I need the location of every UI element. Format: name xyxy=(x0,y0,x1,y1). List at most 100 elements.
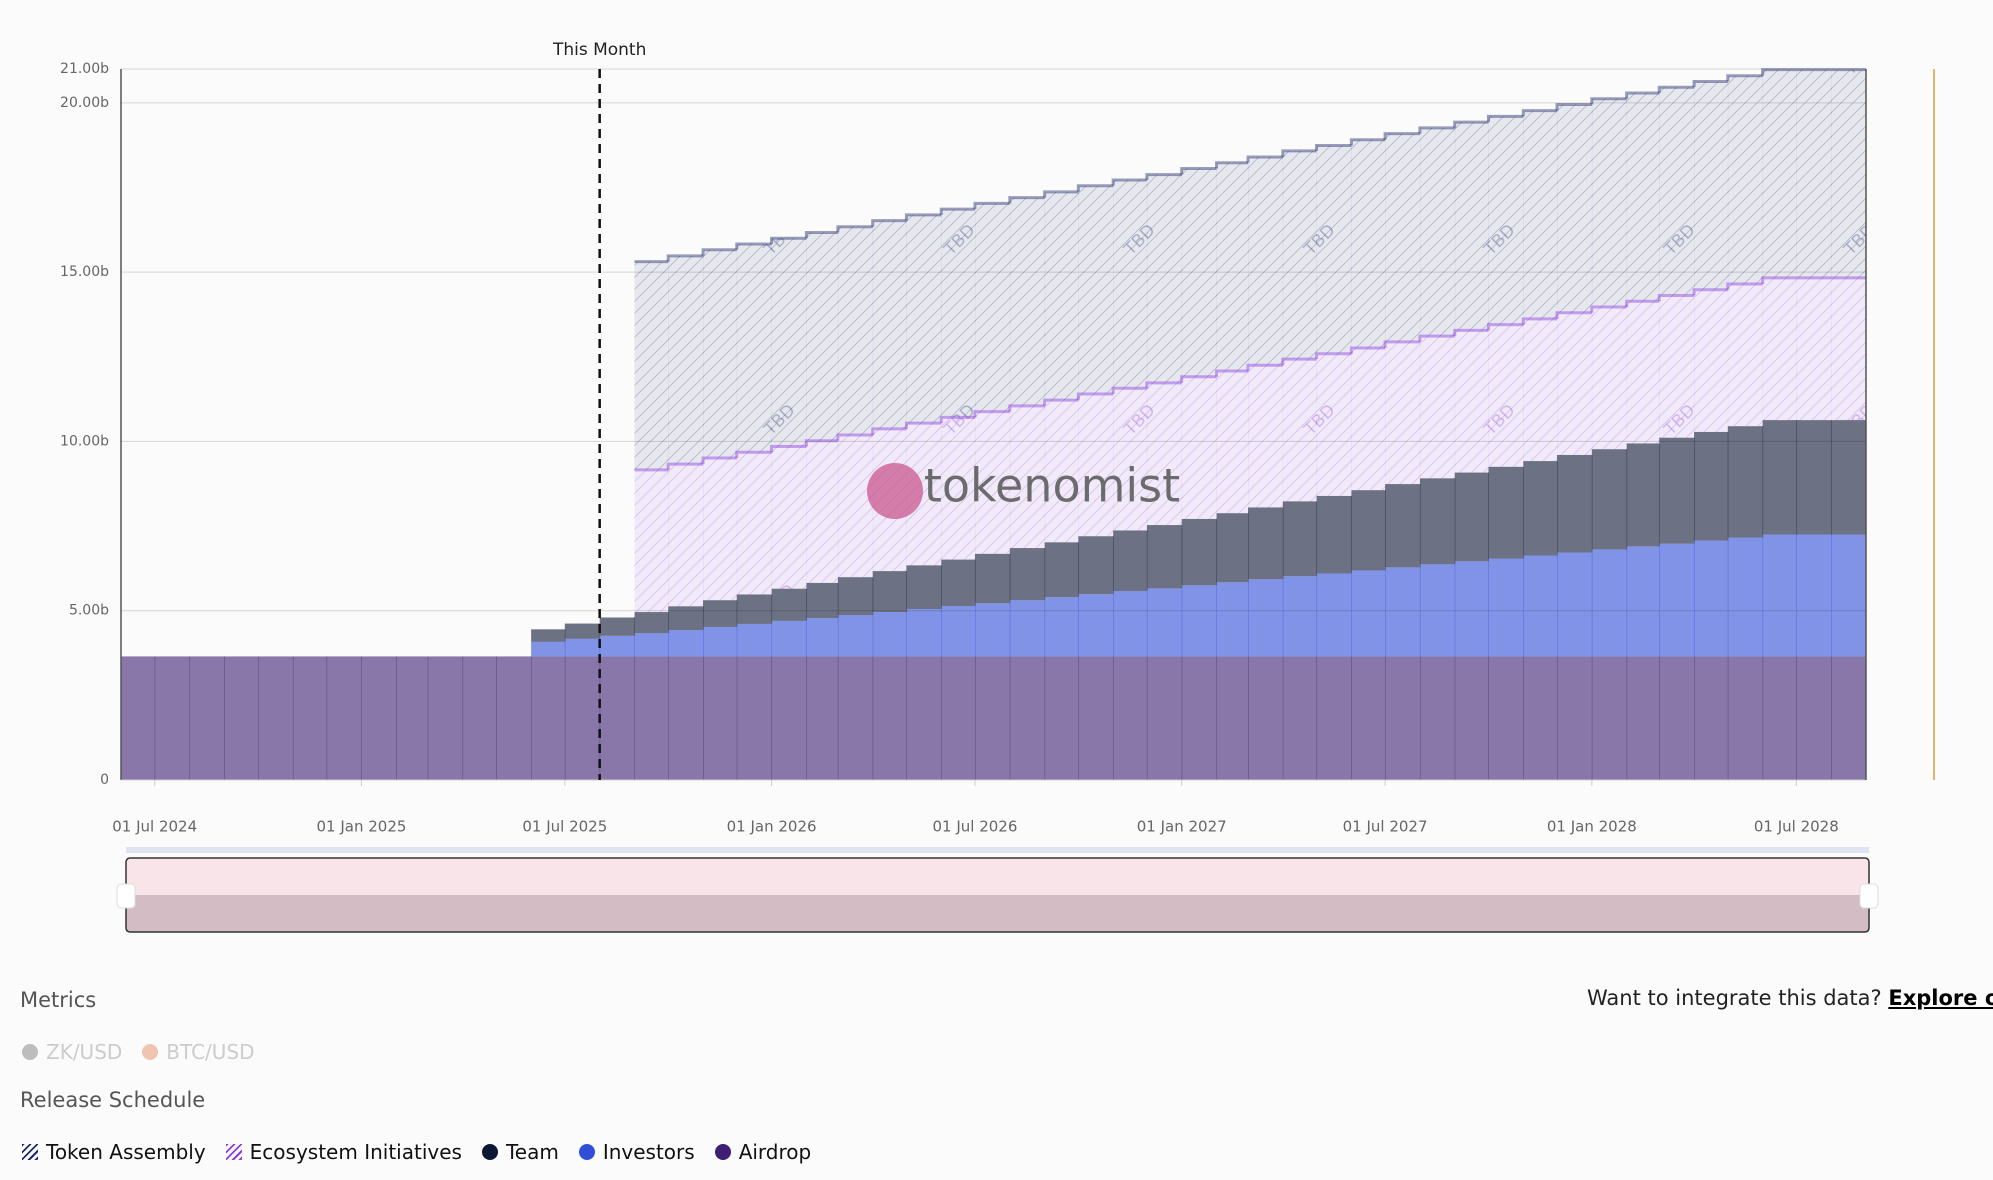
area-segment xyxy=(564,623,601,639)
metric-label: BTC/USD xyxy=(166,1040,255,1064)
area-segment xyxy=(1591,449,1628,550)
area-segment xyxy=(326,656,362,780)
area-segment xyxy=(837,656,874,780)
navigator-area xyxy=(126,858,1869,895)
area-segment xyxy=(1626,546,1660,657)
area-segment xyxy=(1316,495,1352,574)
area-outline xyxy=(1726,74,1763,82)
area-segment xyxy=(1181,656,1218,780)
api-link[interactable]: Explore our API xyxy=(1888,986,1993,1010)
area-segment xyxy=(361,656,397,780)
area-segment xyxy=(1831,277,1867,421)
area-outline xyxy=(904,421,942,429)
area-outline xyxy=(1761,276,1797,284)
area-outline xyxy=(1383,340,1420,348)
area-outline xyxy=(1418,126,1455,134)
area-segment xyxy=(1831,534,1867,657)
area-segment xyxy=(1044,191,1079,401)
area-outline xyxy=(1590,305,1627,313)
area-segment xyxy=(1419,478,1456,565)
area-outline xyxy=(735,242,772,250)
legend: Token Assembly Ecosystem Initiatives Team I… xyxy=(22,1140,811,1164)
area-segment xyxy=(1488,466,1524,559)
area-segment xyxy=(1694,289,1729,432)
area-outline xyxy=(1008,196,1045,204)
area-segment xyxy=(1727,426,1764,538)
area-segment xyxy=(531,629,566,642)
area-segment xyxy=(1659,437,1695,544)
area-segment xyxy=(1557,454,1593,553)
area-segment xyxy=(1591,98,1628,308)
legend-item[interactable]: Ecosystem Initiatives xyxy=(225,1140,462,1164)
area-segment xyxy=(1282,150,1318,360)
area-segment xyxy=(736,623,773,657)
area-outline xyxy=(904,213,942,221)
area-outline xyxy=(1486,114,1524,123)
x-tick-label: 01 Jan 2026 xyxy=(727,818,817,836)
area-segment xyxy=(154,656,191,780)
area-segment xyxy=(668,630,704,657)
area-outline xyxy=(1486,323,1524,331)
legend-label: Team xyxy=(505,1140,559,1164)
area-segment xyxy=(1626,443,1660,547)
area-segment xyxy=(941,605,976,657)
legend-item[interactable]: Investors xyxy=(578,1140,695,1164)
area-outline xyxy=(1281,357,1317,366)
area-segment xyxy=(806,582,839,619)
area-segment xyxy=(1216,582,1249,657)
y-tick-label: 20.00b xyxy=(60,95,109,111)
area-segment xyxy=(974,203,1011,412)
area-segment xyxy=(1626,93,1660,302)
area-segment xyxy=(1146,656,1183,780)
area-segment xyxy=(1078,394,1114,537)
area-segment xyxy=(668,464,704,607)
area-outline xyxy=(1111,178,1147,186)
area-segment xyxy=(1419,564,1456,657)
area-segment xyxy=(1454,122,1489,331)
area-segment xyxy=(1523,555,1558,657)
legend-label: Investors xyxy=(602,1140,695,1164)
area-outline xyxy=(973,201,1010,210)
area-outline xyxy=(1281,149,1317,158)
area-segment xyxy=(941,656,976,780)
area-segment xyxy=(1181,376,1218,519)
area-outline xyxy=(1657,85,1695,94)
legend-item[interactable]: Token Assembly xyxy=(22,1140,206,1164)
area-segment xyxy=(1351,347,1386,491)
area-outline xyxy=(1590,97,1627,105)
legend-item[interactable]: Airdrop xyxy=(714,1140,811,1164)
api-promo: Want to integrate this data? Explore our… xyxy=(1587,986,1993,1010)
area-outline xyxy=(1076,392,1114,401)
area-segment xyxy=(396,656,429,780)
area-outline xyxy=(1521,109,1557,117)
legend-label: Token Assembly xyxy=(46,1140,206,1164)
area-segment xyxy=(771,446,807,589)
area-segment xyxy=(1557,552,1593,657)
legend-item[interactable]: Team xyxy=(481,1140,559,1164)
area-segment xyxy=(1316,573,1352,657)
area-segment xyxy=(1419,127,1456,337)
area-segment xyxy=(1078,656,1114,780)
area-segment xyxy=(1146,174,1183,383)
metric-item[interactable]: ZK/USD xyxy=(22,1040,122,1064)
navigator-handle[interactable] xyxy=(1859,883,1879,909)
metric-item[interactable]: BTC/USD xyxy=(142,1040,255,1064)
area-segment xyxy=(1009,656,1046,780)
area-segment xyxy=(1694,540,1729,657)
area-segment xyxy=(1181,585,1218,657)
area-segment xyxy=(736,452,773,595)
area-segment xyxy=(1796,420,1832,535)
area-segment xyxy=(1762,69,1797,278)
area-outline xyxy=(1246,155,1283,163)
area-segment xyxy=(1727,656,1764,780)
legend-swatch xyxy=(714,1144,731,1160)
area-segment xyxy=(531,641,566,657)
area-segment xyxy=(1351,139,1386,348)
area-segment xyxy=(427,656,464,780)
area-segment xyxy=(1488,656,1524,780)
area-outline xyxy=(701,248,737,256)
navigator-handle[interactable] xyxy=(116,883,136,909)
area-segment xyxy=(941,559,976,606)
x-tick-label: 01 Jul 2026 xyxy=(933,818,1018,836)
annotation-label: This Month xyxy=(552,40,646,60)
